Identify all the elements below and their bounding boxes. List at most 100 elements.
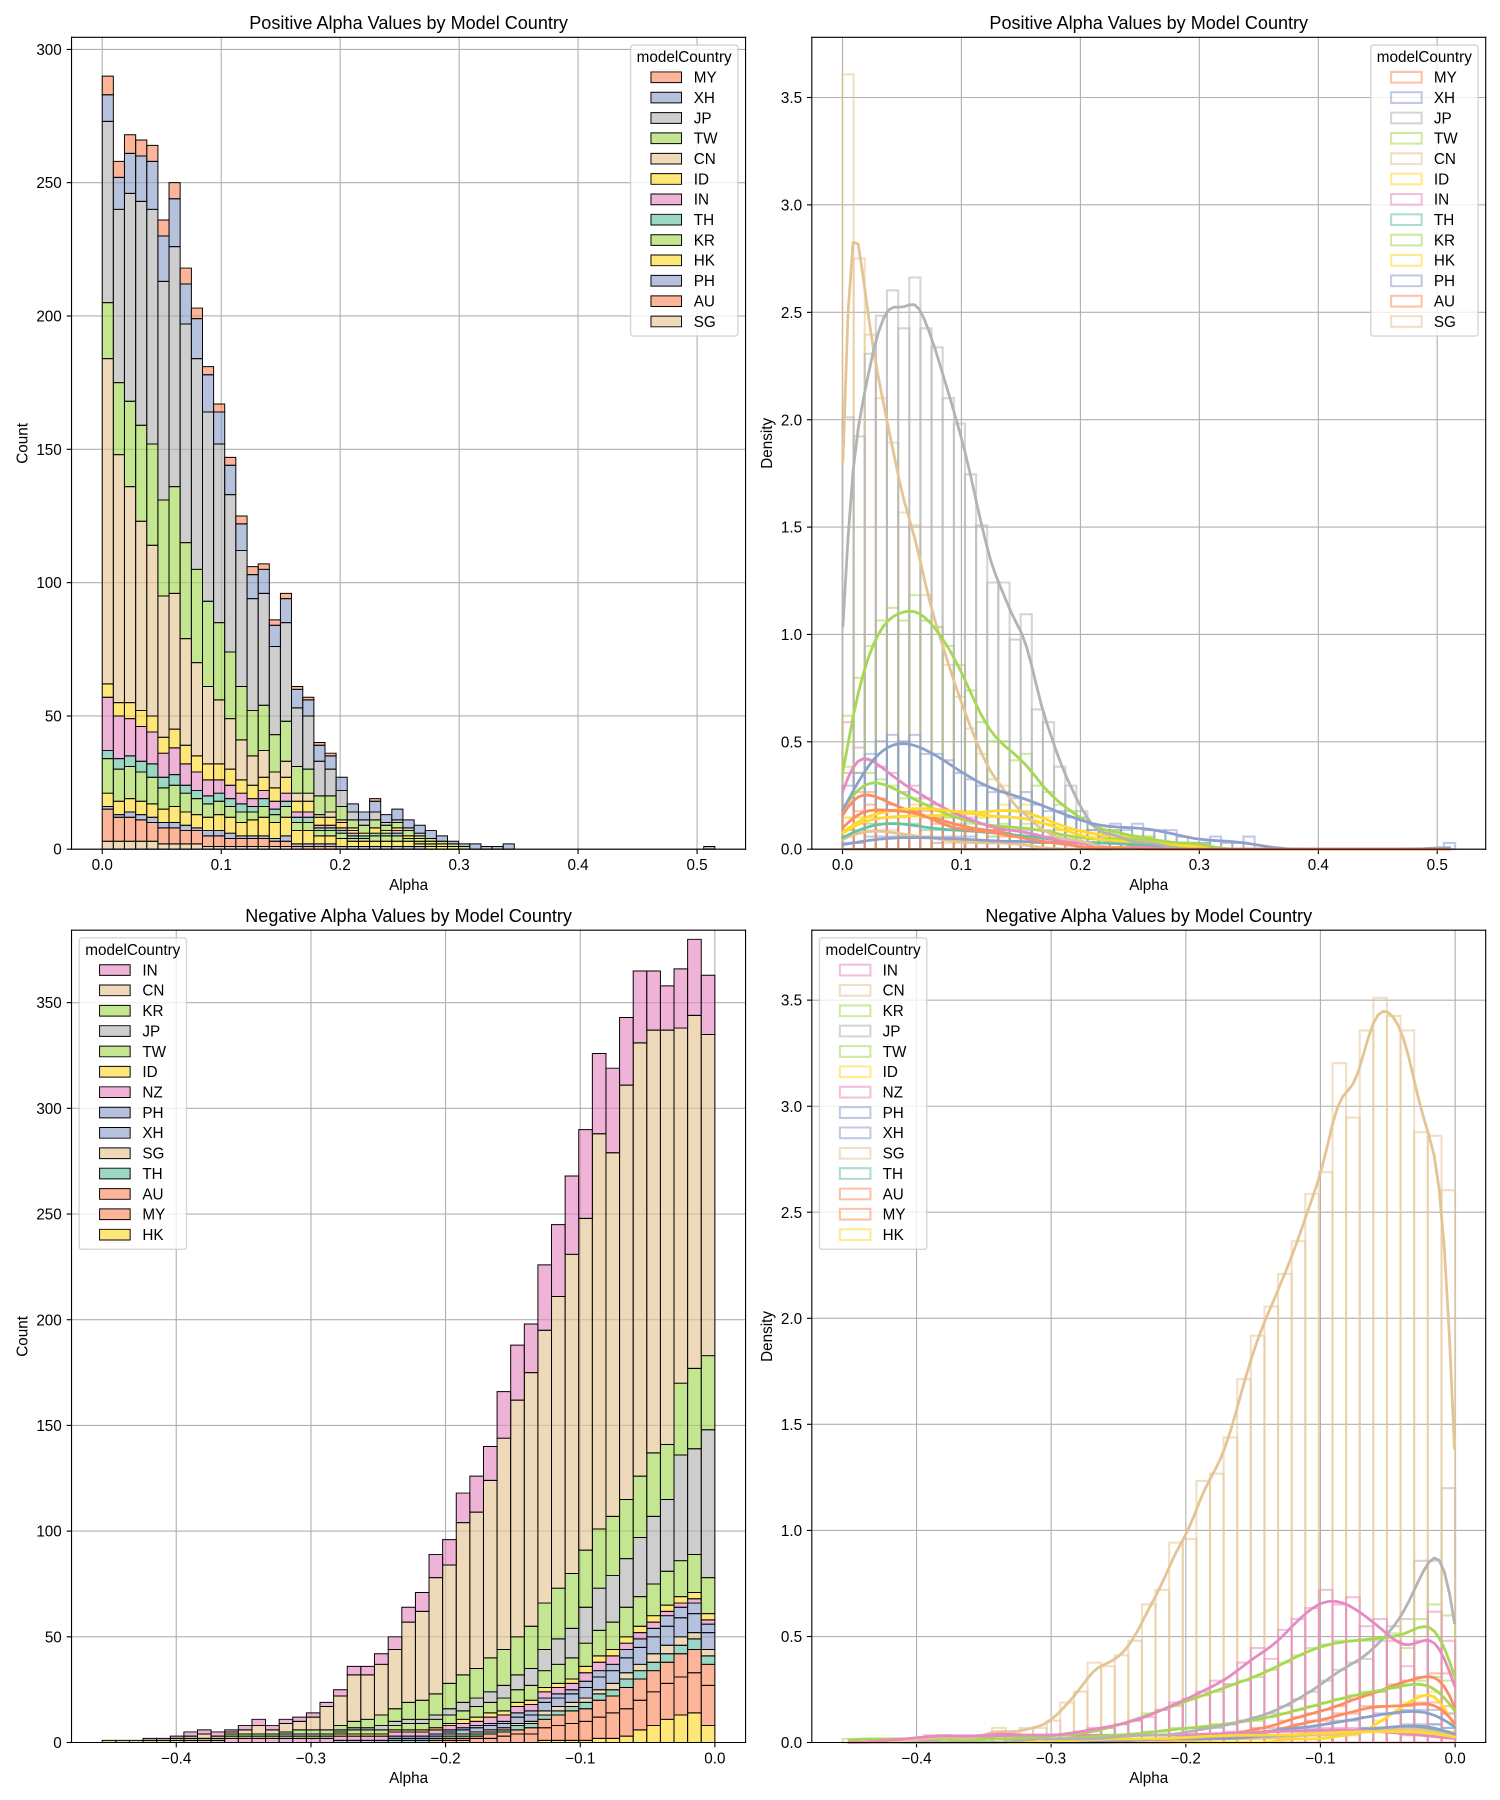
svg-text:Negative Alpha Values by Model: Negative Alpha Values by Model Country [245,906,572,926]
svg-text:−0.4: −0.4 [901,1750,932,1767]
svg-text:AU: AU [694,294,715,311]
svg-text:3.0: 3.0 [781,1099,802,1116]
svg-text:HK: HK [883,1227,905,1244]
svg-text:Alpha: Alpha [389,1770,429,1787]
svg-text:TH: TH [694,212,714,229]
svg-text:300: 300 [36,42,61,59]
svg-text:1.0: 1.0 [781,627,802,644]
svg-text:0.0: 0.0 [92,857,113,874]
svg-text:0: 0 [53,1735,61,1752]
svg-text:TW: TW [883,1044,907,1061]
svg-text:2.5: 2.5 [781,1205,802,1222]
svg-text:modelCountry: modelCountry [637,49,732,66]
svg-text:MY: MY [1434,70,1457,87]
svg-text:PH: PH [142,1105,163,1122]
svg-text:NZ: NZ [883,1085,903,1102]
svg-text:HK: HK [142,1227,164,1244]
svg-text:0: 0 [53,842,61,859]
svg-text:IN: IN [1434,192,1449,209]
svg-text:SG: SG [694,314,716,331]
svg-text:SG: SG [142,1146,164,1163]
svg-text:Positive Alpha Values by Model: Positive Alpha Values by Model Country [989,13,1308,33]
svg-text:TH: TH [1434,212,1454,229]
svg-text:Density: Density [759,1311,776,1362]
svg-text:CN: CN [142,983,164,1000]
svg-text:ID: ID [883,1064,898,1081]
svg-text:100: 100 [36,575,61,592]
svg-text:XH: XH [1434,90,1455,107]
svg-text:200: 200 [36,309,61,326]
svg-text:JP: JP [883,1023,901,1040]
svg-text:350: 350 [36,995,61,1012]
svg-text:150: 150 [36,442,61,459]
svg-text:KR: KR [694,232,715,249]
svg-text:Positive Alpha Values by Model: Positive Alpha Values by Model Country [249,13,568,33]
svg-text:PH: PH [694,273,715,290]
svg-text:0.2: 0.2 [1070,857,1091,874]
svg-text:KR: KR [142,1003,163,1020]
svg-text:2.0: 2.0 [781,412,802,429]
svg-text:KR: KR [1434,232,1455,249]
svg-text:IN: IN [883,962,898,979]
svg-text:KR: KR [883,1003,904,1020]
svg-text:MY: MY [142,1207,165,1224]
svg-text:modelCountry: modelCountry [1377,49,1472,66]
svg-text:TW: TW [1434,131,1458,148]
svg-text:CN: CN [1434,151,1456,168]
svg-text:0.5: 0.5 [1427,857,1448,874]
svg-text:250: 250 [36,1207,61,1224]
svg-text:−0.3: −0.3 [1036,1750,1066,1767]
svg-text:200: 200 [36,1312,61,1329]
svg-text:0.4: 0.4 [567,857,589,874]
svg-text:TH: TH [142,1166,162,1183]
svg-text:AU: AU [142,1186,163,1203]
svg-text:150: 150 [36,1418,61,1435]
svg-text:0.5: 0.5 [781,734,802,751]
svg-text:CN: CN [883,983,905,1000]
svg-text:IN: IN [142,962,157,979]
svg-text:3.5: 3.5 [781,90,802,107]
svg-text:0.0: 0.0 [832,857,853,874]
svg-text:IN: IN [694,192,709,209]
svg-text:HK: HK [1434,253,1456,270]
svg-text:JP: JP [1434,110,1452,127]
svg-text:100: 100 [36,1524,61,1541]
svg-text:PH: PH [883,1105,904,1122]
svg-text:MY: MY [694,70,717,87]
svg-text:0.0: 0.0 [781,842,802,859]
svg-text:0.5: 0.5 [686,857,707,874]
svg-text:0.3: 0.3 [449,857,470,874]
svg-text:Density: Density [759,418,776,469]
svg-text:1.5: 1.5 [781,1417,802,1434]
svg-text:0.2: 0.2 [330,857,351,874]
svg-text:XH: XH [142,1125,163,1142]
svg-text:2.0: 2.0 [781,1311,802,1328]
svg-text:ID: ID [142,1064,157,1081]
svg-text:TH: TH [883,1166,903,1183]
svg-text:−0.4: −0.4 [161,1750,192,1767]
svg-text:AU: AU [883,1186,904,1203]
svg-text:0.0: 0.0 [704,1750,725,1767]
svg-text:50: 50 [45,708,62,725]
svg-text:Alpha: Alpha [389,877,429,894]
svg-text:0.0: 0.0 [1445,1750,1466,1767]
svg-text:Count: Count [15,1315,32,1356]
svg-text:modelCountry: modelCountry [85,942,180,959]
svg-text:HK: HK [694,253,716,270]
svg-text:MY: MY [883,1207,906,1224]
svg-text:NZ: NZ [142,1085,162,1102]
svg-text:0.1: 0.1 [951,857,972,874]
svg-text:Alpha: Alpha [1129,877,1169,894]
svg-text:−0.2: −0.2 [430,1750,460,1767]
svg-text:SG: SG [883,1146,905,1163]
svg-text:SG: SG [1434,314,1456,331]
svg-text:50: 50 [45,1629,62,1646]
svg-text:−0.2: −0.2 [1171,1750,1201,1767]
svg-text:0.5: 0.5 [781,1629,802,1646]
svg-text:250: 250 [36,175,61,192]
svg-text:0.1: 0.1 [211,857,232,874]
svg-text:TW: TW [142,1044,166,1061]
svg-text:2.5: 2.5 [781,305,802,322]
svg-text:−0.1: −0.1 [1305,1750,1335,1767]
svg-text:0.0: 0.0 [781,1735,802,1752]
